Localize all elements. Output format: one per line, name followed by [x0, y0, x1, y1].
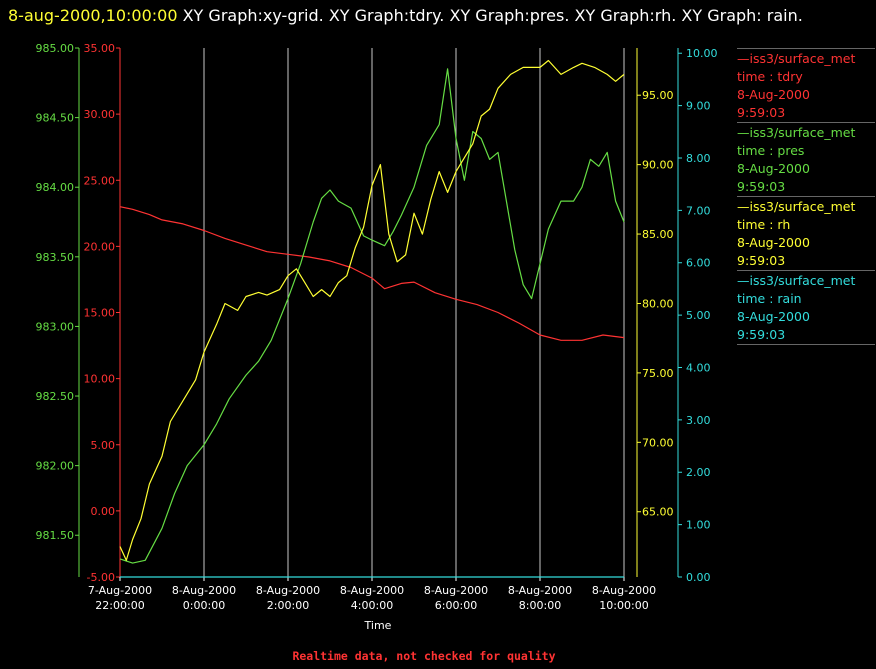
- rain-tick-label: 4.00: [686, 361, 711, 374]
- rain-tick-label: 9.00: [686, 100, 711, 113]
- rh-series-line: [119, 59, 625, 561]
- x-tick-label: 4:00:00: [351, 599, 393, 612]
- legend-time: 9:59:03: [737, 327, 786, 342]
- x-tick-label: 8-Aug-2000: [424, 584, 488, 597]
- header: 8-aug-2000,10:00:00 XY Graph:xy-grid. XY…: [8, 3, 870, 28]
- legend-date: 8-Aug-2000: [737, 161, 810, 176]
- pres-tick-label: 981.50: [36, 529, 75, 542]
- x-tick-label: 0:00:00: [183, 599, 225, 612]
- pres-tick-label: 982.00: [36, 460, 75, 473]
- legend-source: —iss3/surface_met: [737, 199, 856, 214]
- pres-tick-label: 982.50: [36, 390, 75, 403]
- rain-tick-label: 3.00: [686, 414, 711, 427]
- x-tick-label: 10:00:00: [599, 599, 648, 612]
- tdry-tick-label: 0.00: [91, 505, 116, 518]
- legend-entry-tdry[interactable]: —iss3/surface_met time : tdry 8-Aug-2000…: [737, 48, 875, 122]
- pres-tick-label: 983.50: [36, 251, 75, 264]
- quality-note: Realtime data, not checked for quality: [292, 649, 556, 663]
- rain-tick-label: 10.00: [686, 47, 718, 60]
- rh-tick-label: 80.00: [642, 297, 674, 310]
- legend-time: 9:59:03: [737, 105, 786, 120]
- x-tick-label: 8-Aug-2000: [508, 584, 572, 597]
- rh-tick-label: 75.00: [642, 367, 674, 380]
- legend-source: —iss3/surface_met: [737, 51, 856, 66]
- tdry-tick-label: -5.00: [87, 571, 115, 584]
- tdry-tick-label: 10.00: [84, 373, 116, 386]
- rh-tick-label: 70.00: [642, 436, 674, 449]
- legend-field: time : rain: [737, 291, 802, 306]
- legend-field: time : tdry: [737, 69, 803, 84]
- legend-field: time : pres: [737, 143, 805, 158]
- x-tick-label: 22:00:00: [95, 599, 144, 612]
- legend-source: —iss3/surface_met: [737, 125, 856, 140]
- legend-source: —iss3/surface_met: [737, 273, 856, 288]
- pres-series-line: [119, 68, 625, 564]
- rain-tick-label: 1.00: [686, 519, 711, 532]
- x-tick-label: 8-Aug-2000: [340, 584, 404, 597]
- pres-tick-label: 984.00: [36, 181, 75, 194]
- legend-entry-rain[interactable]: —iss3/surface_met time : rain 8-Aug-2000…: [737, 270, 875, 345]
- header-title: XY Graph:xy-grid. XY Graph:tdry. XY Grap…: [182, 6, 803, 25]
- rh-tick-label: 65.00: [642, 506, 674, 519]
- x-tick-label: 2:00:00: [267, 599, 309, 612]
- legend-time: 9:59:03: [737, 179, 786, 194]
- rain-tick-label: 0.00: [686, 571, 711, 584]
- tdry-tick-label: 5.00: [91, 439, 116, 452]
- tdry-tick-label: 35.00: [84, 42, 116, 55]
- legend-field: time : rh: [737, 217, 791, 232]
- rain-tick-label: 2.00: [686, 466, 711, 479]
- legend-date: 8-Aug-2000: [737, 87, 810, 102]
- x-tick-label: 8:00:00: [519, 599, 561, 612]
- legend: —iss3/surface_met time : tdry 8-Aug-2000…: [737, 48, 875, 345]
- rain-tick-label: 7.00: [686, 204, 711, 217]
- header-timestamp: 8-aug-2000,10:00:00: [8, 6, 178, 25]
- legend-date: 8-Aug-2000: [737, 235, 810, 250]
- tdry-tick-label: 20.00: [84, 240, 116, 253]
- tdry-tick-label: 15.00: [84, 307, 116, 320]
- x-tick-label: 8-Aug-2000: [172, 584, 236, 597]
- pres-tick-label: 983.00: [36, 320, 75, 333]
- x-axis-label: Time: [364, 619, 392, 632]
- rain-tick-label: 8.00: [686, 152, 711, 165]
- tdry-tick-label: 30.00: [84, 108, 116, 121]
- rh-tick-label: 95.00: [642, 89, 674, 102]
- x-tick-label: 8-Aug-2000: [256, 584, 320, 597]
- rh-tick-label: 90.00: [642, 159, 674, 172]
- legend-time: 9:59:03: [737, 253, 786, 268]
- x-tick-label: 7-Aug-2000: [88, 584, 152, 597]
- tdry-series-line: [119, 206, 625, 341]
- tdry-tick-label: 25.00: [84, 174, 116, 187]
- legend-date: 8-Aug-2000: [737, 309, 810, 324]
- x-tick-label: 6:00:00: [435, 599, 477, 612]
- rain-tick-label: 6.00: [686, 257, 711, 270]
- x-tick-label: 8-Aug-2000: [592, 584, 656, 597]
- pres-tick-label: 985.00: [36, 42, 75, 55]
- rain-tick-label: 5.00: [686, 309, 711, 322]
- pres-tick-label: 984.50: [36, 112, 75, 125]
- legend-entry-rh[interactable]: —iss3/surface_met time : rh 8-Aug-2000 9…: [737, 196, 875, 270]
- legend-entry-pres[interactable]: —iss3/surface_met time : pres 8-Aug-2000…: [737, 122, 875, 196]
- rh-tick-label: 85.00: [642, 228, 674, 241]
